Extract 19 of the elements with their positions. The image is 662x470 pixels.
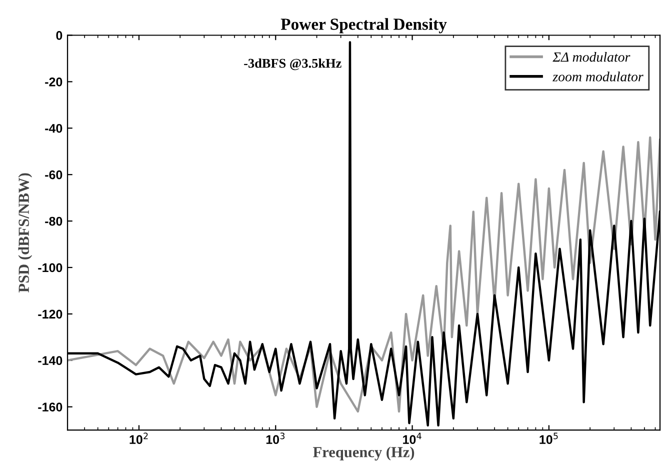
y-axis-title: PSD (dBFS/NBW) [18,173,32,292]
y-tick-label: -140 [38,356,62,366]
x-tick-label: 10$^{5}$ [540,432,558,444]
x-tick-label: 10$^{3}$ [266,432,285,444]
y-tick-label: -160 [38,402,62,412]
y-tick-label: -60 [45,170,62,180]
x-tick-label: 10$^{2}$ [130,432,148,444]
chart-title: Power Spectral Density [280,18,447,34]
y-tick-label: -100 [38,263,62,272]
legend-label: zoom modulator [552,72,644,82]
legend-label: ΣΔ modulator [552,52,630,62]
y-tick-label: 0 [56,31,62,40]
y-tick-label: -20 [45,78,62,86]
annotation: -3dBFS @3.5kHz [244,58,342,70]
y-tick-label: -80 [45,216,62,226]
x-axis-title: Frequency (Hz) [313,446,414,460]
y-tick-label: -40 [45,124,62,133]
y-tick-label: -120 [38,310,62,319]
x-tick-label: 10$^{4}$ [403,432,422,444]
